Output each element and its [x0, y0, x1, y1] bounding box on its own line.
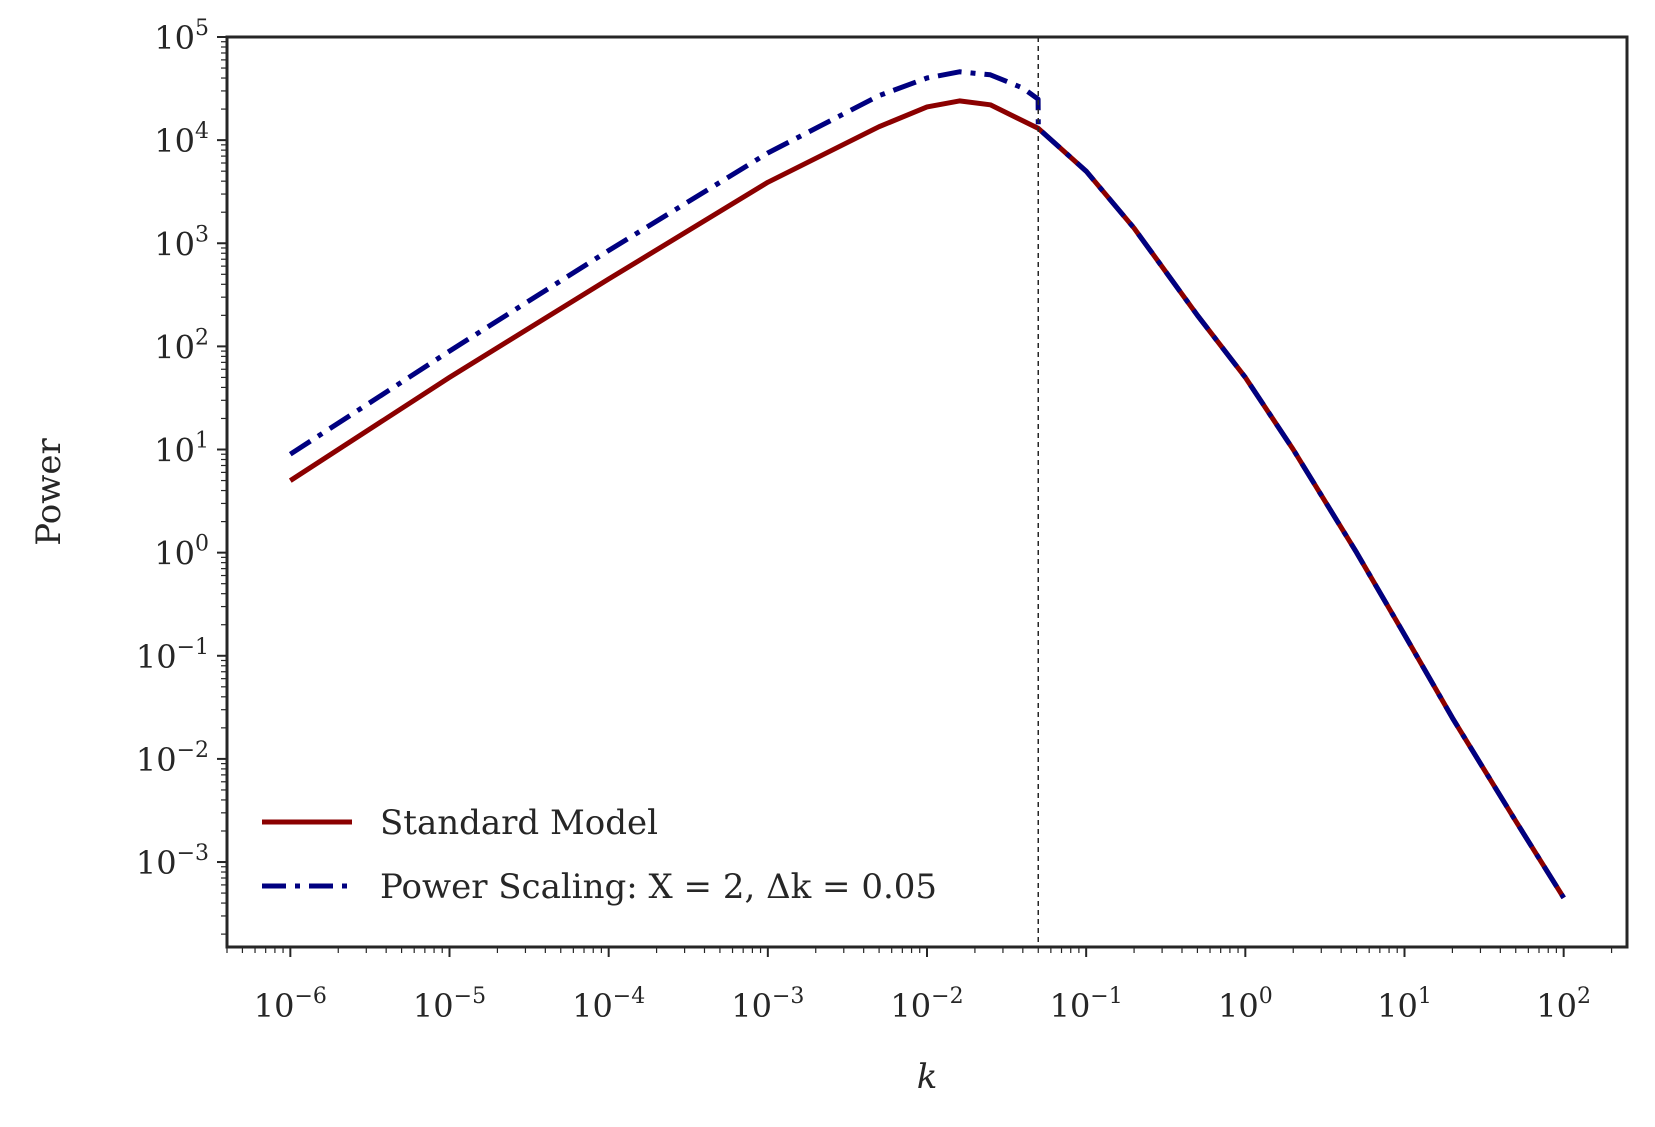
series-line-0 — [288, 98, 1566, 900]
axis-ticks: 10−6 10−5 10−4 10−3 10−2 10−1 100 101 102 10−3 10−… — [136, 16, 1613, 1025]
y-tick-label: 10−1 — [136, 635, 209, 676]
x-tick-label: 10−6 — [254, 984, 327, 1025]
y-tick-label: 101 — [154, 429, 209, 470]
axes-frame — [225, 35, 1629, 949]
y-axis-label: Power — [29, 438, 69, 546]
x-tick-label: 10−5 — [413, 984, 486, 1025]
y-tick-label: 100 — [154, 532, 209, 573]
y-tick-label: 104 — [154, 119, 209, 160]
legend-label-standard-model: Standard Model — [380, 803, 658, 843]
y-tick-label: 10−3 — [136, 841, 209, 882]
x-tick-label: 10−4 — [572, 984, 645, 1025]
x-tick-label: 10−3 — [731, 984, 804, 1025]
x-axis-label: k — [917, 1057, 938, 1097]
y-tick-label: 10−2 — [136, 738, 209, 779]
x-tick-label: 10−1 — [1050, 984, 1123, 1025]
x-tick-label: 102 — [1536, 984, 1591, 1025]
y-tick-label: 102 — [154, 325, 209, 366]
series-line-1 — [288, 69, 1566, 900]
x-tick-label: 100 — [1218, 984, 1273, 1025]
x-tick-label: 10−2 — [890, 984, 963, 1025]
legend: Standard Model Power Scaling: X = 2, Δk … — [262, 803, 937, 907]
plot-area — [288, 37, 1566, 947]
x-tick-label: 101 — [1377, 984, 1432, 1025]
y-tick-label: 105 — [154, 16, 209, 57]
y-tick-label: 103 — [154, 222, 209, 263]
legend-label-power-scaling: Power Scaling: X = 2, Δk = 0.05 — [380, 867, 937, 907]
